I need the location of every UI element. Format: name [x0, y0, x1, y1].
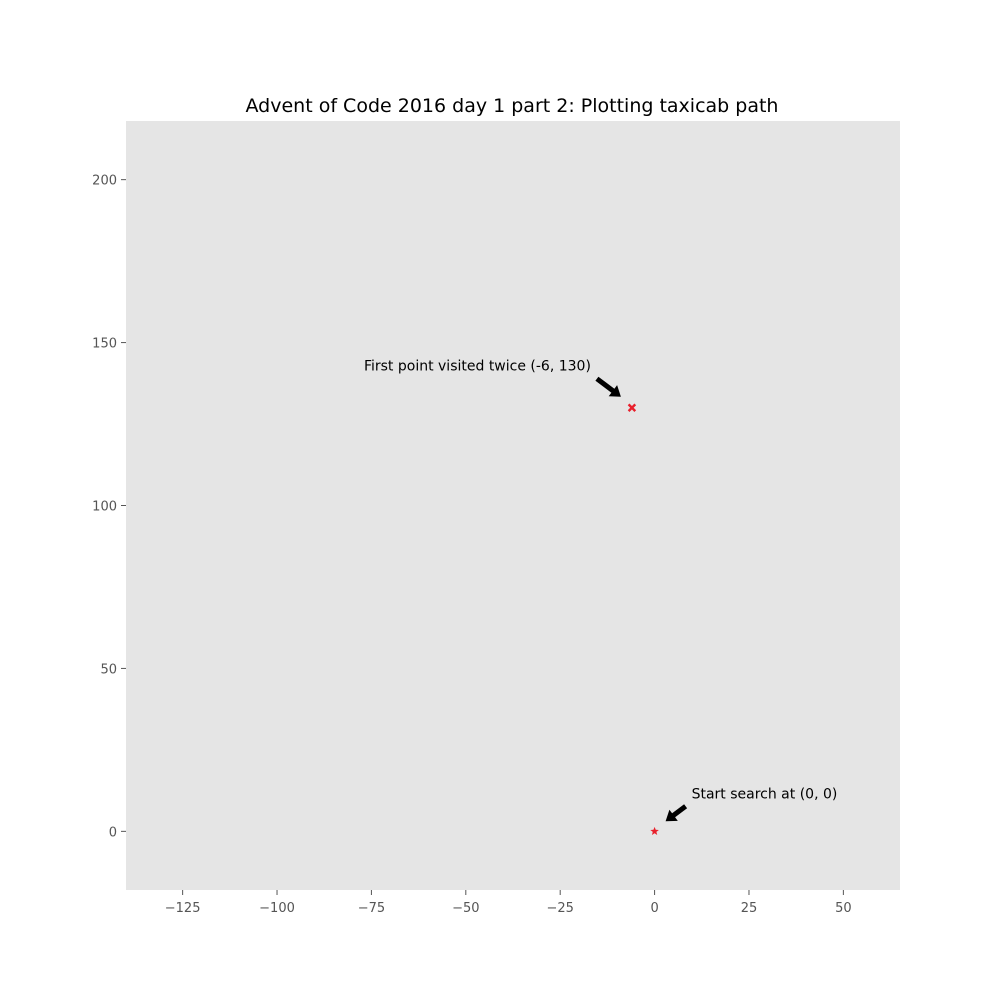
- y-tick-label: 100: [92, 500, 117, 515]
- y-axis: 0 50 100 150 200: [92, 174, 126, 840]
- annotation-arrow: [665, 804, 688, 822]
- y-tick-label: 0: [109, 825, 117, 840]
- start-point-marker: [650, 826, 659, 835]
- x-axis: −125 −100 −75 −50 −25 0 25 50: [165, 890, 852, 916]
- x-tick-label: −25: [546, 901, 573, 916]
- annotation-label: Start search at (0, 0): [692, 786, 838, 802]
- x-tick-label: 50: [835, 901, 852, 916]
- revisited-point-marker: [627, 403, 637, 412]
- annotations: Start search at (0, 0) First point visite…: [364, 359, 837, 822]
- annotation-arrow: [595, 376, 621, 397]
- y-tick-label: 50: [100, 662, 117, 677]
- chart-title: Advent of Code 2016 day 1 part 2: Plotti…: [246, 95, 779, 117]
- x-tick-label: −50: [452, 901, 479, 916]
- x-tick-label: 0: [650, 901, 658, 916]
- x-tick-label: −100: [259, 901, 295, 916]
- data-markers: [627, 403, 659, 835]
- annotation-label: First point visited twice (-6, 130): [364, 359, 591, 375]
- plot-area: [126, 121, 900, 890]
- x-tick-label: −125: [165, 901, 201, 916]
- y-tick-label: 150: [92, 337, 117, 352]
- x-tick-label: 25: [741, 901, 758, 916]
- y-tick-label: 200: [92, 174, 117, 189]
- x-tick-label: −75: [358, 901, 385, 916]
